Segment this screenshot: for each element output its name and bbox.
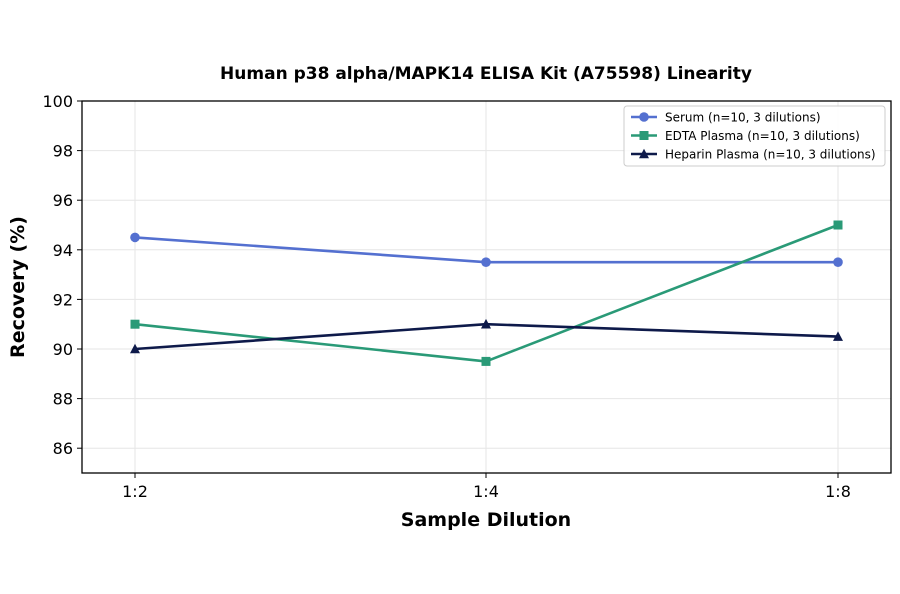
legend: Serum (n=10, 3 dilutions) EDTA Plasma (n=… (623, 105, 886, 167)
series (130, 220, 843, 366)
x-tick-label: 1:4 (473, 482, 499, 501)
x-tick-label: 1:8 (825, 482, 851, 501)
x-axis-label: Sample Dilution (401, 509, 571, 531)
y-tick-label: 90 (53, 340, 73, 359)
y-tick-label: 92 (53, 290, 73, 309)
data-point (130, 232, 140, 243)
y-axis-label: Recovery (%) (7, 216, 29, 358)
y-tick-label: 86 (53, 439, 73, 458)
data-point (481, 356, 491, 366)
legend-box (623, 105, 886, 167)
data-point (639, 131, 649, 140)
series (130, 232, 843, 268)
axis-ticks: 86 88 90 92 94 96 98 100 1:2 1:4 1:8 (42, 92, 850, 501)
y-tick-label: 100 (42, 92, 73, 111)
legend-label: EDTA Plasma (n=10, 3 dilutions) (665, 129, 860, 143)
data-point (130, 319, 140, 329)
y-tick-label: 98 (53, 142, 73, 161)
y-tick-label: 94 (53, 241, 73, 260)
data-point (833, 220, 843, 230)
chart-title: Human p38 alpha/MAPK14 ELISA Kit (A75598… (220, 64, 752, 84)
y-tick-label: 96 (53, 191, 73, 210)
series (130, 318, 843, 354)
y-tick-label: 88 (53, 390, 73, 409)
data-point (639, 148, 649, 159)
legend-label: Heparin Plasma (n=10, 3 dilutions) (665, 148, 876, 162)
series-layer (130, 220, 843, 366)
legend-entry: Serum (n=10, 3 dilutions) (631, 111, 821, 125)
data-point (639, 112, 649, 122)
x-tick-label: 1:2 (122, 482, 148, 501)
data-point (833, 257, 843, 268)
data-point (833, 331, 843, 341)
data-point (481, 257, 491, 268)
legend-label: Serum (n=10, 3 dilutions) (665, 111, 821, 125)
legend-entry: EDTA Plasma (n=10, 3 dilutions) (631, 129, 860, 143)
data-point (130, 343, 140, 354)
legend-entry: Heparin Plasma (n=10, 3 dilutions) (631, 148, 876, 162)
data-point (481, 318, 491, 329)
